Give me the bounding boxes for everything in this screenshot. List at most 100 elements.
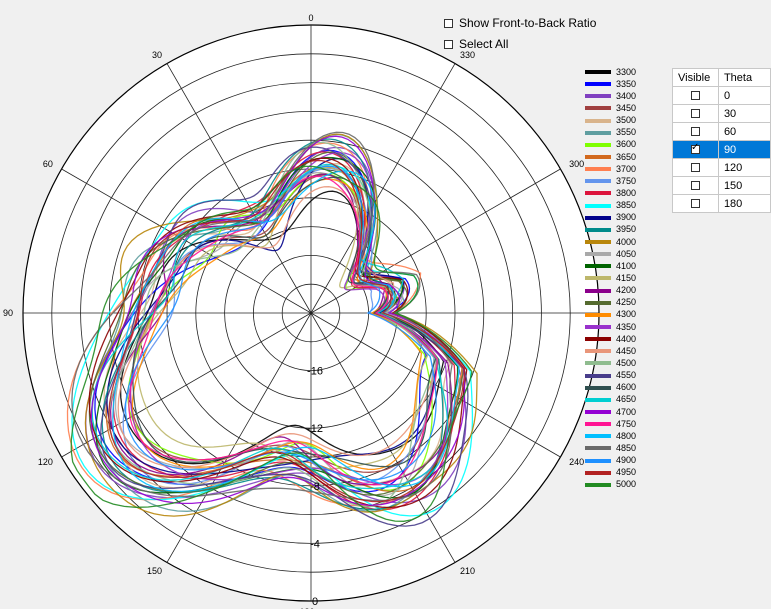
series-line-3950	[101, 138, 444, 510]
legend-label: 4650	[616, 394, 637, 405]
front-to-back-checkbox[interactable]	[444, 18, 453, 28]
legend-label: 3650	[616, 151, 637, 162]
legend-swatch	[585, 94, 611, 99]
legend-label: 4900	[616, 455, 637, 466]
select-all-label: Select All	[459, 37, 509, 51]
legend-label: 4400	[616, 333, 637, 344]
legend-swatch	[585, 446, 611, 451]
legend-label: 4850	[616, 442, 637, 453]
legend-item: 4800	[585, 430, 655, 442]
legend-item: 3550	[585, 127, 655, 139]
legend-label: 4950	[616, 467, 637, 478]
table-row[interactable]: 150	[672, 176, 771, 195]
visible-cell[interactable]	[672, 104, 719, 123]
table-row[interactable]: 180	[672, 194, 771, 213]
visible-checkbox[interactable]	[690, 91, 700, 101]
legend-item: 3900	[585, 212, 655, 224]
legend-swatch	[585, 130, 611, 135]
legend-item: 4050	[585, 248, 655, 260]
series-line-5000	[70, 165, 473, 522]
radial-tick-label: -4	[310, 538, 320, 550]
visible-checkbox[interactable]	[690, 142, 700, 155]
legend-swatch	[585, 215, 611, 220]
angle-label: 180	[299, 607, 314, 609]
legend-item: 3650	[585, 151, 655, 163]
table-row[interactable]: 60	[672, 122, 771, 141]
select-all-checkbox[interactable]	[444, 39, 453, 49]
legend-item: 3700	[585, 163, 655, 175]
table-row[interactable]: 120	[672, 158, 771, 177]
legend-item: 3950	[585, 224, 655, 236]
legend-label: 4250	[616, 297, 637, 308]
select-all-option[interactable]: Select All	[444, 35, 508, 53]
table-row[interactable]: 0	[672, 86, 771, 105]
legend-swatch	[585, 276, 611, 281]
legend-item: 3400	[585, 90, 655, 102]
legend-swatch	[585, 203, 611, 208]
series-line-4900	[124, 165, 437, 481]
legend-item: 4550	[585, 370, 655, 382]
legend-swatch	[585, 373, 611, 378]
legend-label: 3300	[616, 66, 637, 77]
legend-item: 3300	[585, 66, 655, 78]
series-line-4150	[136, 166, 429, 470]
radial-tick-label: 0	[312, 596, 318, 608]
legend-swatch	[585, 264, 611, 269]
angle-label: 240	[569, 457, 584, 467]
visible-cell[interactable]	[672, 140, 719, 159]
table-row[interactable]: 90	[672, 140, 771, 159]
legend-label: 4300	[616, 309, 637, 320]
visible-cell[interactable]	[672, 122, 719, 141]
legend-swatch	[585, 482, 611, 487]
legend-item: 4950	[585, 467, 655, 479]
visible-cell[interactable]	[672, 194, 719, 213]
theta-cell: 180	[717, 194, 771, 213]
table-row[interactable]: 30	[672, 104, 771, 123]
legend-label: 3500	[616, 115, 637, 126]
legend-label: 4500	[616, 357, 637, 368]
grid-spoke	[310, 312, 456, 563]
front-to-back-option[interactable]: Show Front-to-Back Ratio	[444, 14, 596, 32]
legend-swatch	[585, 191, 611, 196]
grid-spoke	[310, 63, 456, 314]
legend-swatch	[585, 397, 611, 402]
chart-legend: 3300 3350 3400 3450 3500 3550 3600 3650 3700 3750…	[585, 66, 655, 491]
legend-item: 4400	[585, 333, 655, 345]
visible-cell[interactable]	[672, 176, 719, 195]
series-line-4450	[117, 186, 439, 469]
legend-label: 3600	[616, 139, 637, 150]
angle-label: 90	[3, 308, 13, 318]
legend-swatch	[585, 155, 611, 160]
visible-checkbox[interactable]	[690, 109, 700, 119]
legend-label: 4800	[616, 430, 637, 441]
legend-item: 4500	[585, 357, 655, 369]
angle-label: 120	[38, 457, 53, 467]
visible-checkbox[interactable]	[690, 199, 700, 209]
visible-cell[interactable]	[672, 86, 719, 105]
legend-item: 4900	[585, 455, 655, 467]
visible-checkbox[interactable]	[690, 127, 700, 137]
radial-tick-label: -16	[307, 366, 323, 378]
series-line-4400	[88, 157, 468, 509]
theta-visibility-table[interactable]: Visible Theta 0306090120150180	[672, 68, 771, 213]
header-visible: Visible	[672, 68, 719, 87]
visible-checkbox[interactable]	[690, 163, 700, 173]
legend-label: 3400	[616, 90, 637, 101]
legend-label: 3750	[616, 175, 637, 186]
legend-label: 4750	[616, 418, 637, 429]
legend-label: 5000	[616, 479, 637, 490]
legend-swatch	[585, 118, 611, 123]
series-line-4950	[108, 159, 466, 503]
legend-item: 4000	[585, 236, 655, 248]
visible-cell[interactable]	[672, 158, 719, 177]
visible-checkbox[interactable]	[690, 181, 700, 191]
legend-item: 3350	[585, 78, 655, 90]
legend-item: 4450	[585, 345, 655, 357]
legend-label: 3450	[616, 102, 637, 113]
angle-label: 0	[308, 13, 313, 23]
table-header-row: Visible Theta	[672, 68, 771, 87]
theta-cell: 150	[717, 176, 771, 195]
legend-swatch	[585, 227, 611, 232]
